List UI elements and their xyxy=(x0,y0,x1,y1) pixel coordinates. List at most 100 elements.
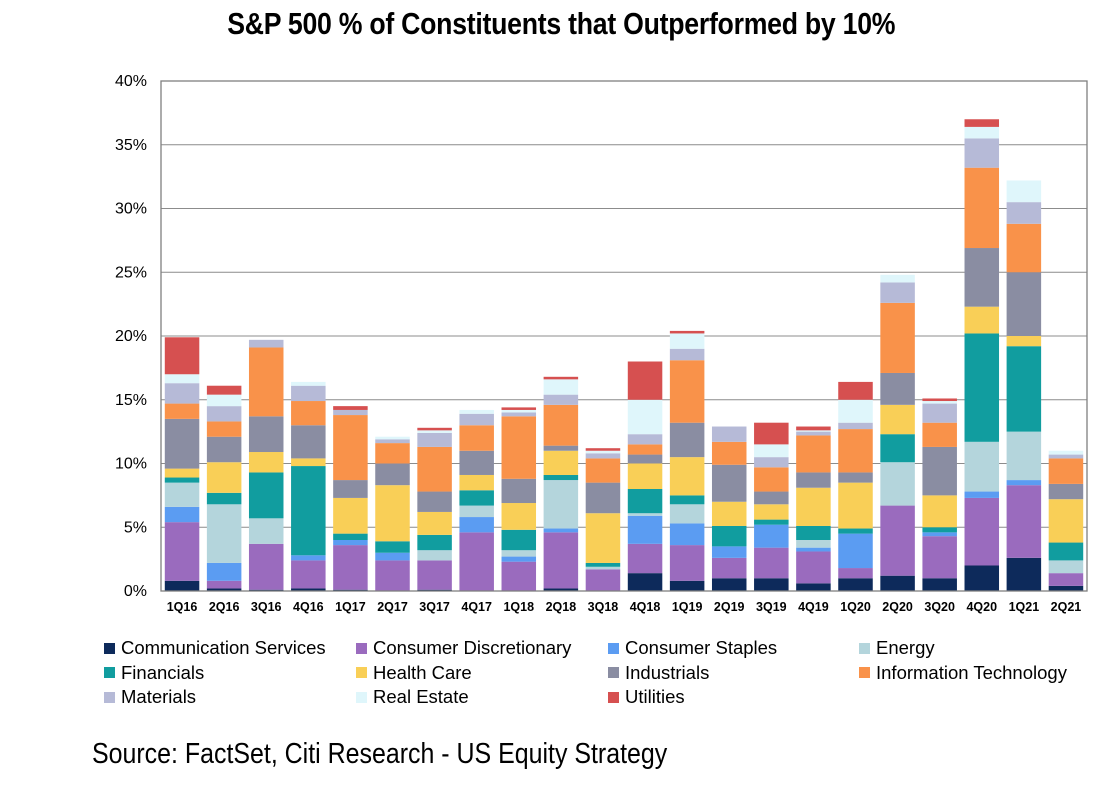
x-tick-label: 2Q16 xyxy=(209,600,240,614)
bar-segment xyxy=(459,532,494,591)
bar-segment xyxy=(711,525,747,547)
bar-segment xyxy=(627,399,663,435)
bar-segment xyxy=(922,398,957,402)
bar-segment xyxy=(1006,202,1042,224)
bar-segment xyxy=(627,513,663,516)
stacked-bar-chart: 0% 5% 10% 15% 20% 25% 30% 35% 40% 1Q16 2Q16 3Q16 4Q1… xyxy=(115,73,1088,614)
bar-segment xyxy=(669,580,705,591)
y-tick-label: 40% xyxy=(115,73,147,90)
bar-segment xyxy=(501,550,537,557)
x-tick-label: 1Q19 xyxy=(672,600,703,614)
bar-segment xyxy=(880,434,915,463)
bar-segment xyxy=(248,543,284,590)
bar-segment xyxy=(501,556,537,562)
legend-swatch xyxy=(356,691,367,703)
bar-segment xyxy=(880,462,915,506)
bar-segment xyxy=(1006,272,1042,336)
bar-segment xyxy=(206,588,242,591)
bar-segment xyxy=(964,126,1000,139)
bar-segment xyxy=(501,478,537,504)
bar-segment xyxy=(333,409,368,416)
bar-segment xyxy=(375,439,410,444)
y-tick-label: 15% xyxy=(115,392,147,409)
bar-segment xyxy=(880,575,915,591)
legend-swatch xyxy=(104,667,115,678)
y-tick-label: 0% xyxy=(124,583,147,600)
bar-segment xyxy=(417,427,452,431)
bar-segment xyxy=(627,361,663,400)
bar-segment xyxy=(1048,454,1084,459)
bar-segment xyxy=(669,422,705,458)
bar-segment xyxy=(880,505,915,576)
x-tick-label: 2Q18 xyxy=(546,600,577,614)
bar-segment xyxy=(669,495,705,505)
x-tick-label: 4Q19 xyxy=(798,600,829,614)
y-tick-label: 10% xyxy=(115,456,147,473)
bar-segment xyxy=(754,547,789,579)
bar-segment xyxy=(333,480,368,498)
bar-segment xyxy=(501,503,537,530)
bar-segment xyxy=(333,540,368,546)
bar-segment xyxy=(964,138,1000,168)
bar-segment xyxy=(796,431,831,436)
bar-segment xyxy=(922,401,957,404)
legend-item: Financials xyxy=(104,662,204,684)
bar-segment xyxy=(964,167,1000,249)
bar-segment xyxy=(922,495,957,528)
legend-label: Consumer Discretionary xyxy=(373,637,572,658)
bar-segment xyxy=(164,506,200,523)
bar-segment xyxy=(585,569,621,591)
bar-segment xyxy=(248,518,284,544)
x-tick-label: 2Q21 xyxy=(1051,600,1082,614)
bar-segment xyxy=(880,302,915,373)
bar-segment xyxy=(669,504,705,524)
x-tick-label: 4Q17 xyxy=(461,600,492,614)
bar-segment xyxy=(922,536,957,579)
bar-segment xyxy=(1006,223,1042,273)
bar-segment xyxy=(164,468,200,478)
bar-segment xyxy=(964,306,1000,334)
bar-segment xyxy=(375,552,410,561)
bar-segment xyxy=(459,450,494,475)
bar-segment xyxy=(333,406,368,410)
bar-segment xyxy=(838,578,873,591)
bar-segment xyxy=(543,376,579,380)
legend-swatch xyxy=(104,691,115,703)
bar-segment xyxy=(291,458,326,467)
bar-segment xyxy=(248,347,284,417)
bar-segment xyxy=(838,533,873,569)
bar-segment xyxy=(585,458,621,483)
bar-segment xyxy=(838,472,873,483)
bar-segment xyxy=(164,482,200,507)
bar-segment xyxy=(417,511,452,535)
bar-segment xyxy=(1006,336,1042,347)
legend-swatch xyxy=(859,667,870,678)
bar-segment xyxy=(669,545,705,581)
legend-item: Consumer Staples xyxy=(608,637,777,659)
legend-label: Consumer Staples xyxy=(625,637,778,658)
bar-segment xyxy=(754,422,789,445)
x-tick-label: 1Q20 xyxy=(840,600,871,614)
bar-segment xyxy=(1048,560,1084,574)
bar-segment xyxy=(964,119,1000,127)
legend-label: Energy xyxy=(876,637,935,658)
x-tick-label: 1Q21 xyxy=(1009,600,1040,614)
bar-segment xyxy=(459,413,494,426)
bar-segment xyxy=(291,466,326,556)
bar-segment xyxy=(627,573,663,591)
bar-segment xyxy=(164,522,200,581)
bar-segment xyxy=(796,551,831,584)
x-tick-label: 2Q17 xyxy=(377,600,408,614)
x-tick-label: 3Q18 xyxy=(588,600,619,614)
bar-segment xyxy=(164,477,200,483)
bar-segment xyxy=(375,436,410,440)
bar-segment xyxy=(206,580,242,589)
legend-label: Health Care xyxy=(373,661,472,683)
bar-segment xyxy=(248,339,284,348)
bar-segment xyxy=(543,474,579,481)
bar-segment xyxy=(838,528,873,534)
bar-segment xyxy=(375,541,410,553)
bar-segment xyxy=(754,524,789,548)
bar-segment xyxy=(627,543,663,574)
bar-segment xyxy=(206,562,242,581)
